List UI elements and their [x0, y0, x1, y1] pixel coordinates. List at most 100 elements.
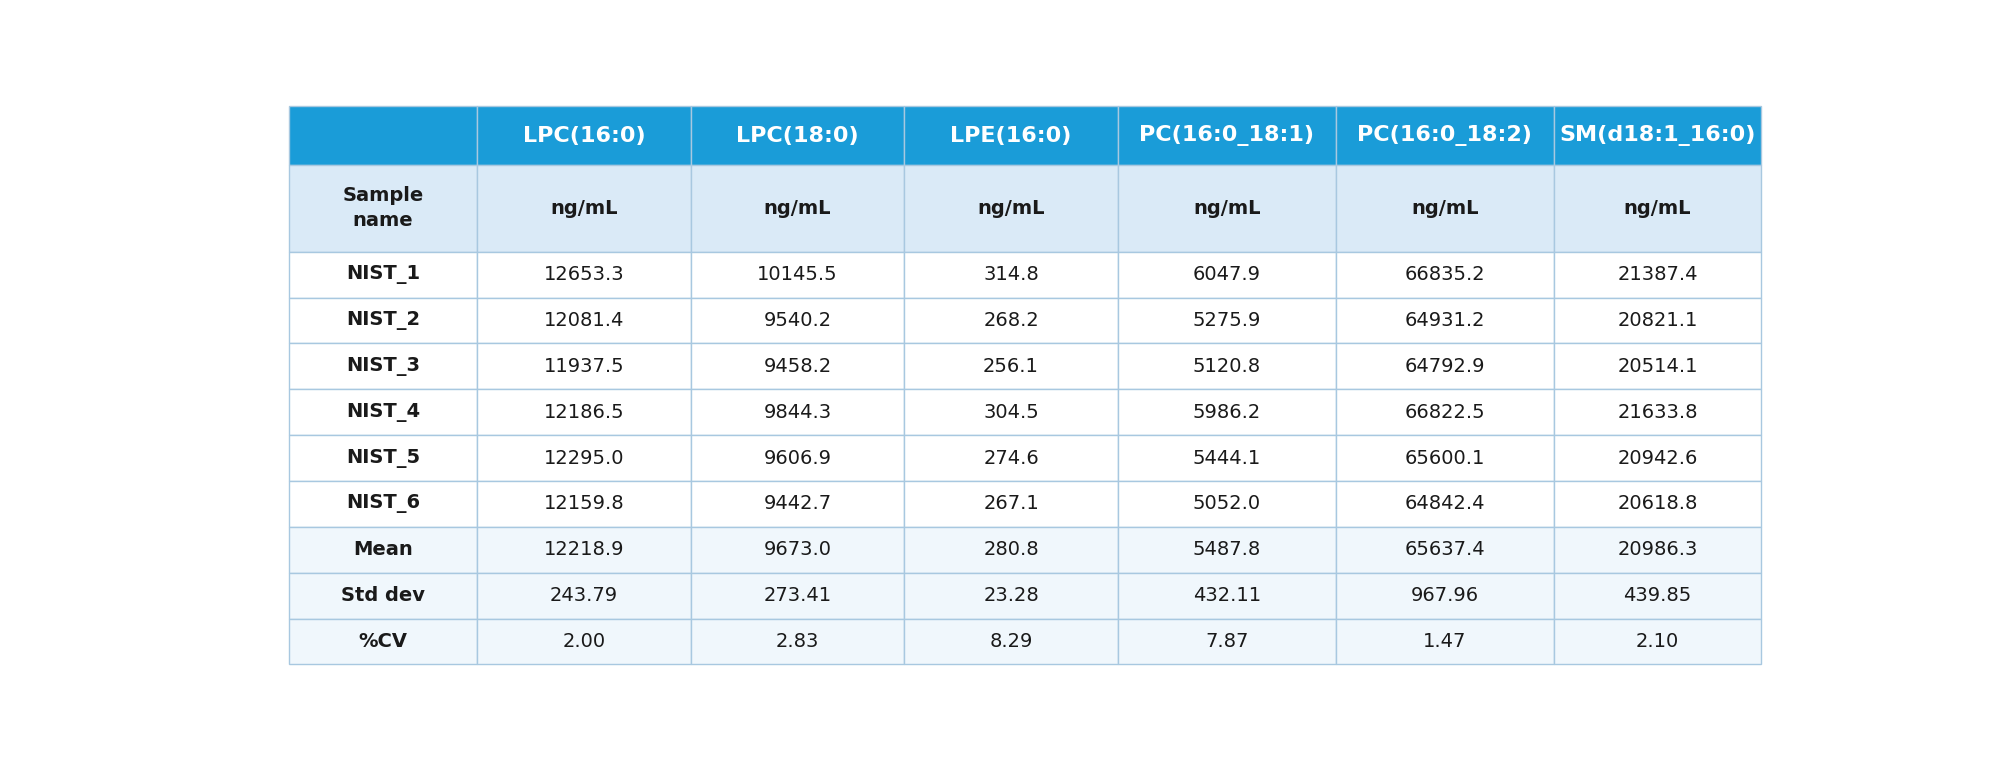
- Bar: [1336, 526, 1554, 573]
- Bar: [1118, 619, 1336, 665]
- Text: 20514.1: 20514.1: [1618, 357, 1698, 376]
- Bar: [288, 252, 478, 298]
- Bar: [904, 298, 1118, 343]
- Text: 9673.0: 9673.0: [764, 540, 832, 559]
- Text: 12081.4: 12081.4: [544, 311, 624, 330]
- Bar: [904, 389, 1118, 435]
- Bar: [904, 343, 1118, 389]
- Bar: [690, 435, 904, 481]
- Bar: [288, 526, 478, 573]
- Text: 11937.5: 11937.5: [544, 357, 624, 376]
- Text: 65600.1: 65600.1: [1404, 449, 1484, 468]
- Bar: [1336, 252, 1554, 298]
- Text: 64792.9: 64792.9: [1404, 357, 1484, 376]
- Text: 12218.9: 12218.9: [544, 540, 624, 559]
- Bar: [904, 619, 1118, 665]
- Text: 5487.8: 5487.8: [1192, 540, 1260, 559]
- Text: 432.11: 432.11: [1192, 586, 1260, 605]
- Bar: [1118, 526, 1336, 573]
- Bar: [690, 106, 904, 165]
- Bar: [1554, 573, 1762, 619]
- Text: 20986.3: 20986.3: [1618, 540, 1698, 559]
- Text: PC(16:0_18:1): PC(16:0_18:1): [1140, 125, 1314, 146]
- Text: ng/mL: ng/mL: [550, 199, 618, 217]
- Text: 304.5: 304.5: [984, 403, 1038, 422]
- Bar: [1554, 343, 1762, 389]
- Text: 66822.5: 66822.5: [1404, 403, 1484, 422]
- Text: 8.29: 8.29: [990, 632, 1032, 651]
- Bar: [1554, 481, 1762, 526]
- Text: PC(16:0_18:2): PC(16:0_18:2): [1358, 125, 1532, 146]
- Bar: [904, 106, 1118, 165]
- Text: LPC(18:0): LPC(18:0): [736, 126, 858, 146]
- Text: 12159.8: 12159.8: [544, 494, 624, 513]
- Text: 243.79: 243.79: [550, 586, 618, 605]
- Bar: [1118, 252, 1336, 298]
- Bar: [1118, 389, 1336, 435]
- Text: NIST_3: NIST_3: [346, 357, 420, 376]
- Bar: [288, 389, 478, 435]
- Bar: [1336, 573, 1554, 619]
- Text: 9442.7: 9442.7: [764, 494, 832, 513]
- Bar: [1118, 573, 1336, 619]
- Text: 12653.3: 12653.3: [544, 265, 624, 284]
- Text: 9540.2: 9540.2: [764, 311, 832, 330]
- Bar: [1336, 106, 1554, 165]
- Bar: [288, 106, 478, 165]
- Bar: [1554, 435, 1762, 481]
- Text: 9458.2: 9458.2: [764, 357, 832, 376]
- Text: 65637.4: 65637.4: [1404, 540, 1484, 559]
- Bar: [288, 481, 478, 526]
- Bar: [478, 298, 690, 343]
- Bar: [478, 343, 690, 389]
- Bar: [1336, 481, 1554, 526]
- Bar: [478, 252, 690, 298]
- Text: NIST_1: NIST_1: [346, 265, 420, 284]
- Text: 2.10: 2.10: [1636, 632, 1680, 651]
- Text: ng/mL: ng/mL: [1192, 199, 1260, 217]
- Text: 2.83: 2.83: [776, 632, 820, 651]
- Bar: [690, 619, 904, 665]
- Text: 967.96: 967.96: [1410, 586, 1478, 605]
- Bar: [1336, 435, 1554, 481]
- Bar: [904, 481, 1118, 526]
- Bar: [1554, 106, 1762, 165]
- Text: 273.41: 273.41: [764, 586, 832, 605]
- Bar: [478, 165, 690, 252]
- Bar: [288, 343, 478, 389]
- Text: LPC(16:0): LPC(16:0): [522, 126, 646, 146]
- Bar: [1554, 252, 1762, 298]
- Bar: [1118, 106, 1336, 165]
- Text: ng/mL: ng/mL: [1624, 199, 1692, 217]
- Text: NIST_6: NIST_6: [346, 494, 420, 513]
- Text: Sample
name: Sample name: [342, 186, 424, 230]
- Text: 20942.6: 20942.6: [1618, 449, 1698, 468]
- Text: 9606.9: 9606.9: [764, 449, 832, 468]
- Bar: [1554, 526, 1762, 573]
- Text: 280.8: 280.8: [984, 540, 1038, 559]
- Bar: [478, 481, 690, 526]
- Bar: [1336, 298, 1554, 343]
- Bar: [288, 298, 478, 343]
- Text: 64931.2: 64931.2: [1404, 311, 1484, 330]
- Bar: [1554, 619, 1762, 665]
- Text: 256.1: 256.1: [984, 357, 1038, 376]
- Bar: [690, 165, 904, 252]
- Bar: [1118, 298, 1336, 343]
- Bar: [1554, 165, 1762, 252]
- Text: 5120.8: 5120.8: [1192, 357, 1260, 376]
- Bar: [904, 165, 1118, 252]
- Text: NIST_4: NIST_4: [346, 403, 420, 422]
- Bar: [478, 526, 690, 573]
- Bar: [1118, 481, 1336, 526]
- Text: 274.6: 274.6: [984, 449, 1038, 468]
- Bar: [1118, 165, 1336, 252]
- Bar: [1118, 343, 1336, 389]
- Text: 6047.9: 6047.9: [1192, 265, 1260, 284]
- Text: 1.47: 1.47: [1422, 632, 1466, 651]
- Bar: [690, 481, 904, 526]
- Text: 64842.4: 64842.4: [1404, 494, 1484, 513]
- Text: 5052.0: 5052.0: [1192, 494, 1260, 513]
- Text: 21387.4: 21387.4: [1618, 265, 1698, 284]
- Text: 66835.2: 66835.2: [1404, 265, 1484, 284]
